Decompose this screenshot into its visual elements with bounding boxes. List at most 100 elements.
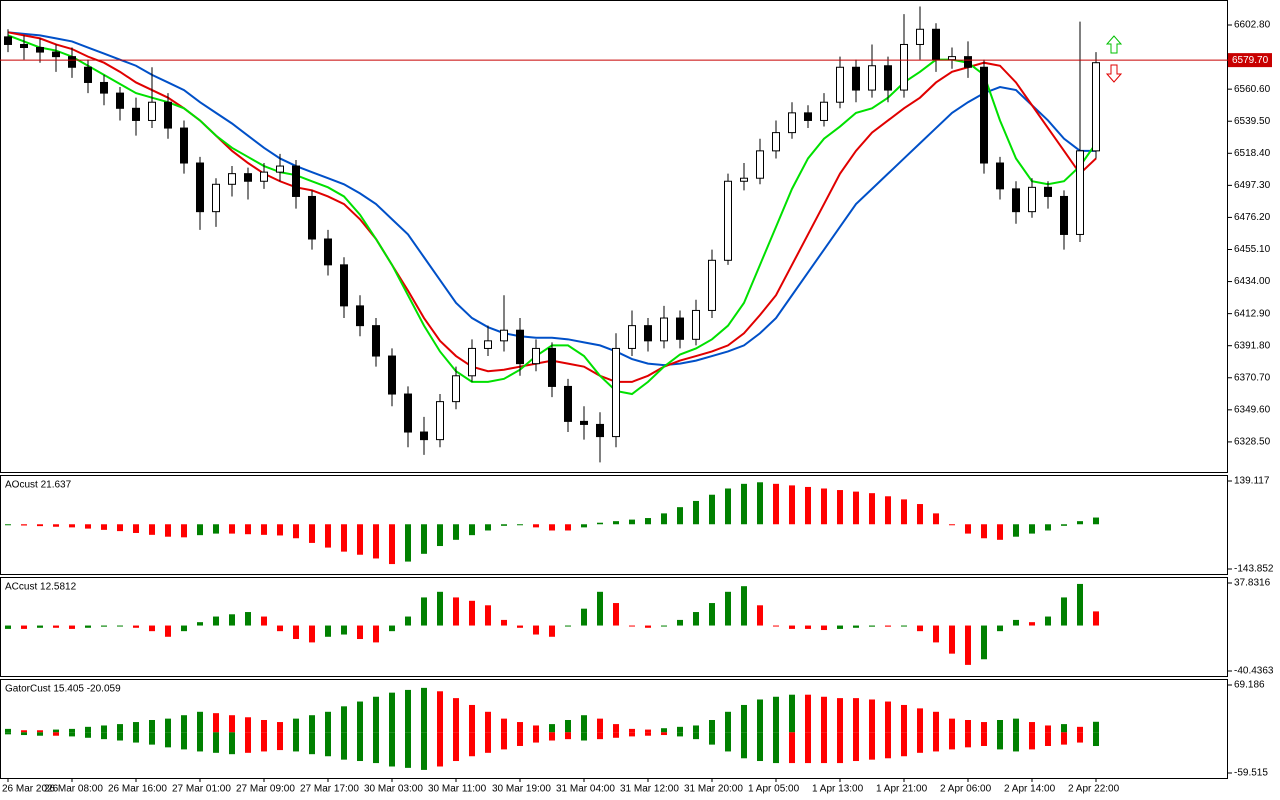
histogram-bar [869, 625, 875, 627]
y-tick-label: 6497.30 [1234, 180, 1271, 191]
histogram-bar [677, 507, 683, 525]
y-tick-label: 6412.90 [1234, 308, 1271, 319]
histogram-bar [437, 591, 443, 626]
gator-bar [645, 732, 651, 736]
x-tick-label: 30 Mar 03:00 [364, 784, 423, 795]
gator-bar [709, 732, 715, 745]
gator-bar [309, 732, 315, 755]
gator-bar [1077, 726, 1083, 733]
histogram-bar [117, 625, 123, 627]
histogram-bar [149, 524, 155, 535]
candle-body [916, 28, 924, 45]
candle-body [612, 347, 620, 438]
candle-body [148, 101, 156, 121]
gator-bar [293, 718, 299, 733]
gator-bar [85, 726, 91, 733]
gator-bar [693, 732, 699, 740]
gator-bar [1013, 718, 1019, 733]
candle-body [420, 431, 428, 441]
gator-bar [821, 696, 827, 733]
gator-bar [549, 724, 555, 733]
histogram-bar [661, 625, 667, 627]
gator-bar [597, 732, 603, 740]
candle-body [932, 28, 940, 61]
candle-body [244, 173, 252, 182]
histogram-bar [37, 524, 43, 527]
histogram-bar [597, 591, 603, 626]
candle-body [724, 180, 732, 261]
histogram-bar [565, 625, 571, 627]
histogram-bar [581, 608, 587, 626]
gator-bar [981, 722, 987, 733]
histogram-bar [821, 625, 827, 631]
histogram-bar [949, 524, 955, 526]
histogram-bar [165, 524, 171, 537]
gator-bar [997, 719, 1003, 733]
histogram-bar [485, 524, 491, 531]
histogram-bar [757, 482, 763, 525]
histogram-bar [53, 524, 59, 527]
gator-bar [741, 704, 747, 733]
candle-body [980, 66, 988, 164]
gator-bar [757, 699, 763, 733]
histogram-bar [405, 524, 411, 562]
gator-bar [821, 732, 827, 764]
histogram-bar [261, 616, 267, 626]
candle-body [404, 393, 412, 433]
histogram-bar [5, 524, 11, 526]
histogram-bar [677, 619, 683, 626]
candle-body [468, 347, 476, 377]
x-tick-label: 31 Mar 04:00 [556, 784, 615, 795]
candle-body [388, 355, 396, 395]
candle-body [756, 150, 764, 179]
pane-title: GatorCust 15.405 -20.059 [5, 684, 121, 695]
candle-body [836, 66, 844, 103]
histogram-bar [197, 622, 203, 626]
gator-bar [453, 698, 459, 733]
histogram-bar [165, 625, 171, 637]
candle-body [1028, 186, 1036, 213]
gator-bar [789, 694, 795, 733]
histogram-bar [629, 625, 635, 627]
histogram-bar [357, 524, 363, 555]
histogram-bar [245, 612, 251, 626]
gator-bar [405, 732, 411, 768]
histogram-bar [341, 524, 347, 552]
candle-body [740, 177, 748, 182]
candle-body [580, 420, 588, 425]
histogram-bar [757, 605, 763, 626]
histogram-bar [997, 625, 1003, 632]
y-tick-label: 6518.40 [1234, 148, 1271, 159]
alligator-line [7, 31, 1096, 367]
histogram-bar [21, 625, 27, 629]
histogram-bar [853, 491, 859, 525]
histogram-bar [1093, 517, 1099, 525]
histogram-bar [933, 625, 939, 643]
histogram-bar [517, 625, 523, 628]
candle-body [692, 309, 700, 340]
candle-body [100, 81, 108, 94]
gator-bar [613, 724, 619, 733]
candle-body [276, 165, 284, 173]
gator-bar [709, 719, 715, 733]
gator-bar [165, 718, 171, 733]
gator-bar [949, 718, 955, 733]
gator-bar [213, 713, 219, 733]
gator-bar [789, 732, 795, 764]
histogram-bar [613, 521, 619, 525]
gator-bar [261, 732, 267, 752]
pane-title: ACcust 12.5812 [5, 582, 77, 593]
candle-body [340, 264, 348, 307]
x-tick-label: 30 Mar 19:00 [492, 784, 551, 795]
histogram-bar [501, 619, 507, 626]
histogram-bar [645, 625, 651, 628]
histogram-bar [885, 625, 891, 627]
histogram-bar [117, 524, 123, 532]
gator-bar [725, 732, 731, 752]
candle-body [660, 317, 668, 342]
gator-bar [149, 719, 155, 733]
gator-bar [229, 732, 235, 755]
candle-body [788, 112, 796, 134]
gator-bar [677, 726, 683, 733]
histogram-bar [965, 524, 971, 534]
